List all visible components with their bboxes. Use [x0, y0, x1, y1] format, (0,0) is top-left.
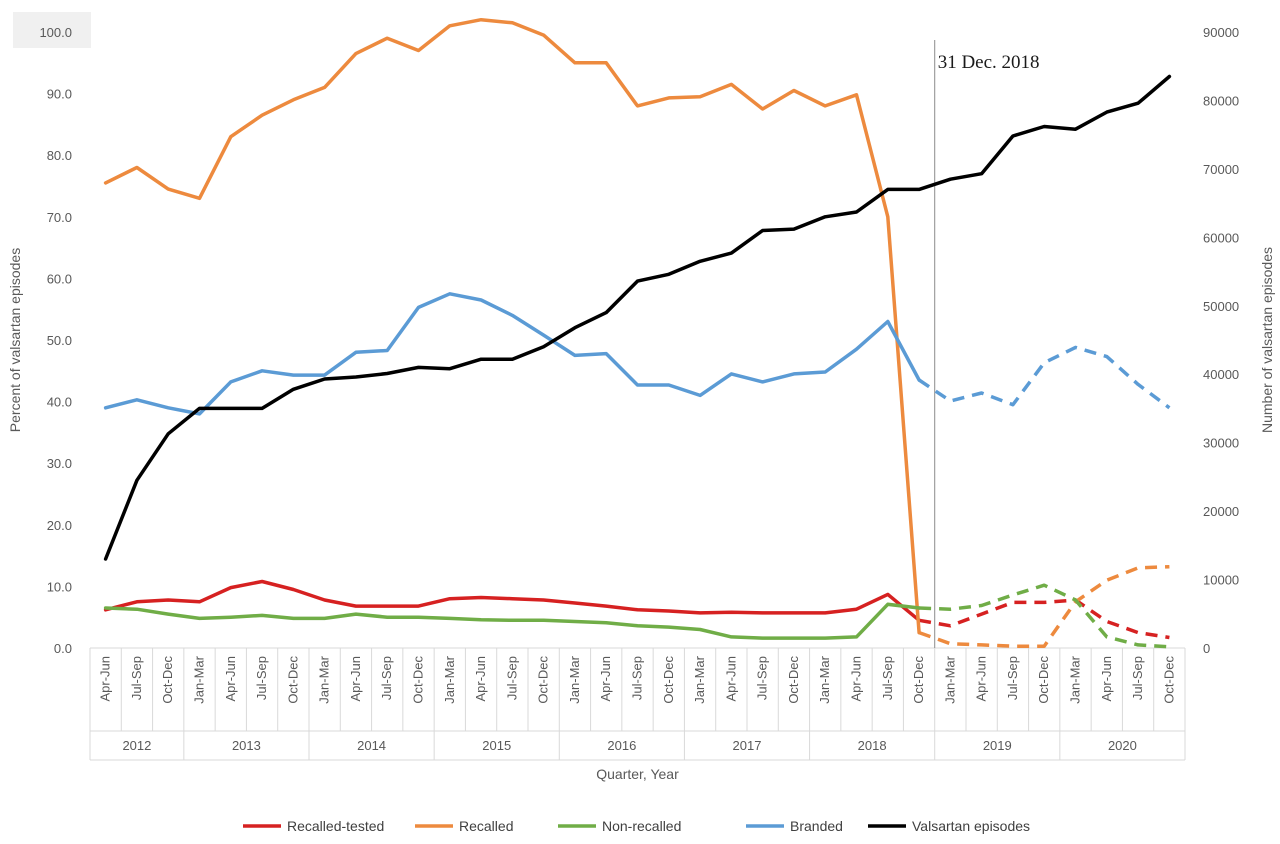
- x-tick-label-quarter: Jan-Mar: [192, 655, 207, 703]
- x-tick-label-year: 2014: [357, 738, 386, 753]
- y-right-tick-label: 70000: [1203, 162, 1239, 177]
- y-right-tick-label: 30000: [1203, 436, 1239, 451]
- marker-annotation: 31 Dec. 2018: [938, 52, 1040, 73]
- x-tick-label-quarter: Apr-Jun: [598, 656, 613, 702]
- x-tick-label-quarter: Apr-Jun: [849, 656, 864, 702]
- x-tick-label-quarter: Apr-Jun: [473, 656, 488, 702]
- y-left-tick-label: 40.0: [47, 395, 72, 410]
- x-tick-label-quarter: Jan-Mar: [442, 655, 457, 703]
- x-tick-label-quarter: Jan-Mar: [692, 655, 707, 703]
- y-right-tick-label: 0: [1203, 641, 1210, 656]
- x-tick-label-quarter: Oct-Dec: [1036, 656, 1051, 704]
- series-line-recalled-tested-dashed: [918, 598, 1170, 640]
- x-tick-label-year: 2016: [607, 738, 636, 753]
- y-left-tick-label: 80.0: [47, 148, 72, 163]
- legend-label: Non-recalled: [602, 818, 681, 834]
- y-left-axis-title: Percent of valsartan episodes: [7, 248, 23, 432]
- x-tick-label-quarter: Jul-Sep: [1130, 656, 1145, 700]
- x-axis-title: Quarter, Year: [596, 766, 679, 782]
- y-right-tick-label: 50000: [1203, 299, 1239, 314]
- x-tick-label-quarter: Jan-Mar: [567, 655, 582, 703]
- x-tick-label-quarter: Jan-Mar: [817, 655, 832, 703]
- x-tick-label-quarter: Oct-Dec: [1161, 656, 1176, 704]
- x-tick-label-quarter: Jul-Sep: [504, 656, 519, 700]
- y-left-tick-label: 100.0: [39, 25, 72, 40]
- x-tick-label-quarter: Oct-Dec: [160, 656, 175, 704]
- series-line-non-recalled-dashed: [919, 583, 1170, 649]
- x-tick-label-quarter: Jul-Sep: [379, 656, 394, 700]
- x-tick-label-quarter: Oct-Dec: [411, 656, 426, 704]
- x-tick-label-quarter: Jan-Mar: [317, 655, 332, 703]
- y-right-tick-label: 80000: [1203, 93, 1239, 108]
- x-tick-label-quarter: Apr-Jun: [1099, 656, 1114, 702]
- y-left-tick-label: 10.0: [47, 579, 72, 594]
- x-tick-label-quarter: Jul-Sep: [755, 656, 770, 700]
- y-right-tick-label: 90000: [1203, 25, 1239, 40]
- x-tick-label-quarter: Jul-Sep: [254, 656, 269, 700]
- y-right-tick-label: 40000: [1203, 367, 1239, 382]
- x-tick-label-quarter: Apr-Jun: [974, 656, 989, 702]
- x-tick-label-quarter: Oct-Dec: [661, 656, 676, 704]
- x-tick-label-quarter: Apr-Jun: [223, 656, 238, 702]
- x-tick-label-year: 2012: [122, 738, 151, 753]
- y-right-tick-label: 20000: [1203, 504, 1239, 519]
- x-tick-label-quarter: Oct-Dec: [911, 656, 926, 704]
- y-left-tick-label: 60.0: [47, 271, 72, 286]
- y-right-tick-label: 10000: [1203, 573, 1239, 588]
- series-line-recalled-tested: [103, 579, 921, 623]
- corner-placeholder-box: [13, 12, 91, 48]
- y-right-axis-title: Number of valsartan episodes: [1259, 247, 1275, 433]
- x-tick-label-quarter: Jul-Sep: [129, 656, 144, 700]
- x-tick-label-quarter: Jan-Mar: [942, 655, 957, 703]
- y-left-tick-label: 30.0: [47, 456, 72, 471]
- legend-label: Recalled-tested: [287, 818, 384, 834]
- series-line-valsartan-episodes: [103, 74, 1172, 561]
- x-tick-label-year: 2019: [983, 738, 1012, 753]
- x-tick-label-year: 2015: [482, 738, 511, 753]
- x-tick-label-quarter: Jul-Sep: [1005, 656, 1020, 700]
- y-left-tick-label: 20.0: [47, 518, 72, 533]
- x-tick-label-quarter: Apr-Jun: [98, 656, 113, 702]
- legend-label: Valsartan episodes: [912, 818, 1030, 834]
- x-tick-label-quarter: Apr-Jun: [723, 656, 738, 702]
- x-tick-label-quarter: Jul-Sep: [880, 656, 895, 700]
- legend-label: Recalled: [459, 818, 513, 834]
- x-tick-label-quarter: Oct-Dec: [536, 656, 551, 704]
- y-left-tick-label: 0.0: [54, 641, 72, 656]
- x-tick-label-year: 2018: [858, 738, 887, 753]
- x-tick-label-quarter: Oct-Dec: [285, 656, 300, 704]
- x-tick-label-year: 2020: [1108, 738, 1137, 753]
- x-tick-label-quarter: Oct-Dec: [786, 656, 801, 704]
- y-right-tick-label: 60000: [1203, 230, 1239, 245]
- series-line-branded: [103, 292, 921, 416]
- x-tick-label-quarter: Jul-Sep: [630, 656, 645, 700]
- y-left-tick-label: 90.0: [47, 87, 72, 102]
- legend-label: Branded: [790, 818, 843, 834]
- series-line-branded-dashed: [918, 345, 1171, 410]
- x-tick-label-year: 2013: [232, 738, 261, 753]
- y-left-tick-label: 50.0: [47, 333, 72, 348]
- y-left-tick-label: 70.0: [47, 210, 72, 225]
- x-tick-label-year: 2017: [733, 738, 762, 753]
- series-line-recalled-dashed: [918, 564, 1170, 648]
- series-line-non-recalled: [103, 602, 921, 640]
- series-line-recalled: [103, 17, 921, 635]
- x-tick-label-quarter: Apr-Jun: [348, 656, 363, 702]
- x-tick-label-quarter: Jan-Mar: [1068, 655, 1083, 703]
